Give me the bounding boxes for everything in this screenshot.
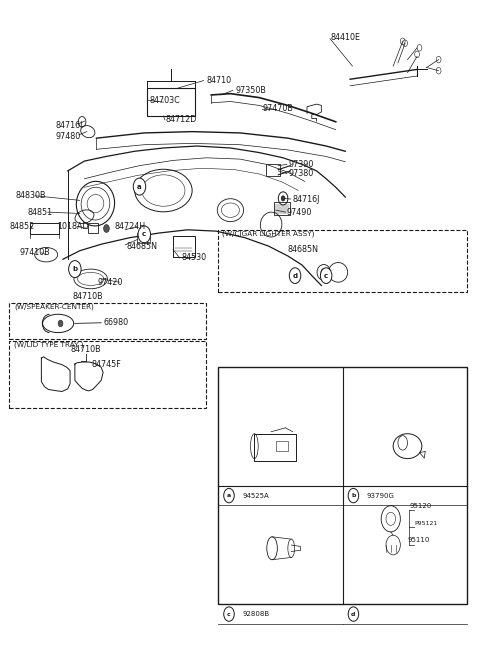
Bar [276,441,288,451]
Text: 93790G: 93790G [367,493,395,499]
Bar [9,303,206,339]
Circle shape [69,260,81,277]
Circle shape [58,320,63,327]
Text: 97470B: 97470B [263,104,294,113]
Text: 97380: 97380 [289,169,314,178]
Text: 84851: 84851 [27,208,52,216]
Text: a: a [227,493,231,498]
Text: 84710: 84710 [206,76,232,85]
Text: 84830B: 84830B [15,192,46,200]
Text: c: c [227,611,231,617]
Text: c: c [142,232,146,237]
Circle shape [133,178,146,195]
Text: 97410B: 97410B [20,248,50,257]
Text: (W/SPEAKER-CENTER): (W/SPEAKER-CENTER) [14,304,94,310]
Bar [137,233,151,243]
Circle shape [348,488,359,502]
Text: b: b [72,266,77,272]
Circle shape [289,268,301,283]
Text: 94525A: 94525A [242,493,269,499]
Circle shape [348,607,359,621]
Text: 84710B: 84710B [70,345,101,354]
Text: a: a [137,184,142,190]
Text: 97350B: 97350B [235,86,266,95]
Text: 97390: 97390 [289,160,314,169]
Text: 84710B: 84710B [72,292,103,301]
Bar [218,230,468,292]
Circle shape [281,195,285,201]
Text: 84712D: 84712D [166,115,197,125]
Text: 84745F: 84745F [92,359,121,369]
Text: 66980: 66980 [104,318,129,327]
Text: 95110: 95110 [408,537,430,543]
Text: 97420: 97420 [97,277,123,287]
Text: (W/CIGAR LIGHTER ASSY): (W/CIGAR LIGHTER ASSY) [222,230,314,237]
Bar [266,165,280,176]
Text: 84685N: 84685N [288,245,319,254]
Text: (W/LID TYPE TRAY ): (W/LID TYPE TRAY ) [14,342,84,348]
Bar [254,434,297,461]
Circle shape [138,226,151,243]
Circle shape [224,488,234,502]
Text: 95120: 95120 [410,502,432,508]
Bar [9,341,206,408]
Bar [147,89,194,116]
Text: 84716J: 84716J [293,195,320,203]
Text: 97490: 97490 [287,208,312,216]
Circle shape [224,607,234,621]
Text: 84703C: 84703C [149,96,180,105]
Text: b: b [351,493,356,498]
Text: 84724H: 84724H [115,222,146,231]
Text: 84716I: 84716I [56,121,83,130]
Text: 84530: 84530 [181,253,207,262]
Text: 84685N: 84685N [127,241,157,251]
Bar [218,367,468,604]
Bar [274,201,290,215]
Text: 1018AD: 1018AD [57,222,89,231]
Text: P95121: P95121 [415,521,438,526]
Text: d: d [292,273,298,279]
Circle shape [104,224,109,232]
Text: 92808B: 92808B [242,611,269,617]
Bar [88,223,98,233]
Bar [30,223,59,234]
Circle shape [321,268,332,283]
Text: 84852: 84852 [9,222,35,231]
Circle shape [321,268,326,276]
Text: 84410E: 84410E [331,33,361,42]
Text: 97480: 97480 [56,132,81,140]
Bar [173,236,194,257]
Text: c: c [324,273,328,279]
Text: d: d [351,611,356,617]
